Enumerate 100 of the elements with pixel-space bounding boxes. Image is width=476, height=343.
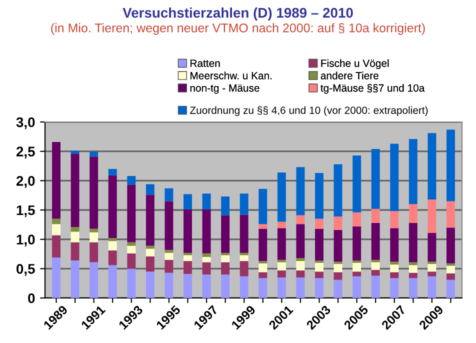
bar	[371, 262, 380, 270]
bar	[371, 222, 380, 260]
bar	[334, 280, 342, 298]
bar	[184, 274, 192, 298]
bar	[240, 261, 248, 276]
bar	[446, 130, 455, 202]
bar	[258, 263, 268, 272]
bar	[296, 224, 305, 258]
bar	[240, 255, 248, 262]
bar	[277, 222, 286, 228]
bar	[408, 265, 418, 273]
bar	[315, 272, 324, 278]
bar	[390, 278, 399, 298]
bar	[408, 222, 418, 262]
bar	[428, 199, 436, 233]
bar	[52, 258, 60, 298]
bar	[390, 211, 399, 228]
bar	[70, 232, 80, 242]
bar	[164, 272, 174, 298]
bar	[352, 260, 362, 263]
bar	[352, 226, 362, 260]
bar	[146, 256, 154, 272]
bar	[258, 228, 268, 262]
bar	[164, 201, 174, 250]
bar	[296, 215, 305, 224]
bar	[428, 264, 436, 272]
bar	[240, 194, 248, 215]
legend-label: andere Tiere	[320, 72, 378, 80]
bar	[390, 228, 399, 262]
bar	[390, 144, 399, 212]
bar	[334, 230, 342, 262]
bar	[408, 139, 418, 204]
bar	[221, 255, 230, 262]
bar	[446, 266, 455, 274]
bar	[221, 215, 230, 253]
bar	[127, 242, 136, 246]
bar	[371, 148, 380, 209]
bar	[127, 184, 136, 242]
bar	[334, 216, 342, 230]
bar	[352, 212, 362, 226]
bar	[90, 232, 98, 242]
bar	[184, 255, 192, 262]
bar	[258, 278, 268, 298]
legend-label: Zuordnung zu §§ 4,6 und 10 (vor 2000: extrapoliert)	[190, 106, 428, 116]
y-tick-label: 2,5	[16, 146, 35, 159]
y-tick-label: 3,0	[16, 117, 35, 130]
bar	[446, 201, 455, 228]
bar	[70, 260, 80, 298]
bar	[202, 209, 211, 254]
bar	[371, 270, 380, 276]
bar	[277, 277, 286, 298]
bar	[315, 218, 324, 229]
bar	[184, 261, 192, 274]
bar	[315, 262, 324, 272]
y-tick-label: 1,5	[16, 205, 35, 218]
y-tick-label: 0	[28, 293, 35, 304]
bar	[90, 228, 98, 232]
bar	[202, 256, 211, 262]
bar	[428, 276, 436, 298]
bar	[221, 262, 230, 275]
bar	[296, 261, 305, 270]
bar	[277, 262, 286, 270]
bar	[202, 262, 211, 275]
legend-label: non-tg - Mäuse	[190, 84, 260, 94]
y-tick-label: 0,5	[16, 264, 35, 276]
bar	[202, 274, 211, 298]
bar	[146, 272, 154, 298]
bar	[371, 276, 380, 298]
bar	[108, 168, 117, 176]
bar	[184, 194, 192, 210]
y-tick-label: 1,0	[16, 234, 35, 247]
legend-label: Fische u Vögel	[321, 59, 389, 70]
bar	[408, 278, 418, 298]
bar	[352, 276, 362, 298]
bar	[428, 272, 436, 276]
bar	[296, 270, 305, 278]
bar	[146, 248, 154, 256]
bar	[164, 252, 174, 260]
bar	[108, 241, 117, 250]
bar	[90, 156, 98, 229]
bar	[258, 224, 268, 229]
legend-label: Ratten	[190, 60, 220, 67]
bar	[90, 152, 98, 157]
bar	[221, 274, 230, 298]
bar	[164, 260, 174, 273]
bar	[70, 242, 80, 260]
bar	[127, 176, 136, 185]
bar	[258, 188, 268, 224]
bar	[446, 273, 455, 280]
bar	[108, 238, 117, 242]
bar	[164, 250, 174, 253]
bar	[352, 155, 362, 212]
bar	[315, 228, 324, 260]
bar	[108, 250, 117, 266]
bar	[52, 235, 60, 258]
bar	[296, 277, 305, 298]
bar	[428, 232, 436, 262]
bar	[108, 265, 117, 298]
bar	[202, 253, 211, 257]
bar	[184, 209, 192, 253]
